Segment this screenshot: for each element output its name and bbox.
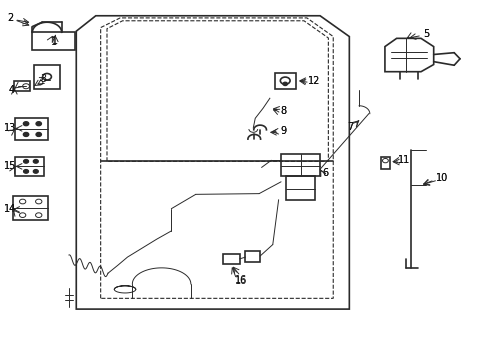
Text: 16: 16 [234, 276, 246, 286]
Circle shape [23, 122, 29, 126]
Text: 10: 10 [435, 173, 447, 183]
Circle shape [23, 170, 28, 173]
Circle shape [23, 132, 29, 136]
Text: 9: 9 [280, 126, 286, 135]
Text: 4: 4 [8, 85, 15, 95]
Circle shape [23, 159, 28, 163]
Text: 2: 2 [7, 13, 14, 23]
Text: 14: 14 [4, 204, 17, 215]
Text: 7: 7 [347, 122, 353, 132]
Circle shape [33, 159, 38, 163]
Text: 2: 2 [7, 13, 14, 23]
Text: 1: 1 [51, 37, 57, 47]
Text: 5: 5 [422, 29, 428, 39]
Circle shape [283, 82, 287, 86]
Text: 1: 1 [52, 36, 58, 46]
Text: 9: 9 [280, 126, 286, 135]
Text: 11: 11 [398, 155, 410, 165]
Text: 4: 4 [8, 85, 15, 95]
Text: 7: 7 [347, 122, 353, 132]
Text: 13: 13 [4, 123, 17, 133]
Circle shape [36, 122, 41, 126]
Text: 15: 15 [4, 161, 17, 171]
Text: 6: 6 [321, 168, 327, 178]
Text: 10: 10 [435, 173, 447, 183]
Text: 13: 13 [4, 123, 17, 133]
Text: 6: 6 [321, 168, 327, 178]
Text: 12: 12 [307, 76, 319, 86]
Circle shape [36, 132, 41, 136]
Text: 15: 15 [4, 161, 17, 171]
Text: 16: 16 [234, 275, 246, 285]
Text: 11: 11 [398, 155, 410, 165]
Text: 12: 12 [307, 76, 319, 86]
Text: 8: 8 [280, 106, 286, 116]
Text: 3: 3 [41, 74, 46, 84]
Text: 8: 8 [280, 106, 286, 116]
Circle shape [33, 170, 38, 173]
Text: 3: 3 [38, 77, 43, 87]
Text: 5: 5 [422, 29, 428, 39]
Text: 14: 14 [4, 204, 17, 215]
